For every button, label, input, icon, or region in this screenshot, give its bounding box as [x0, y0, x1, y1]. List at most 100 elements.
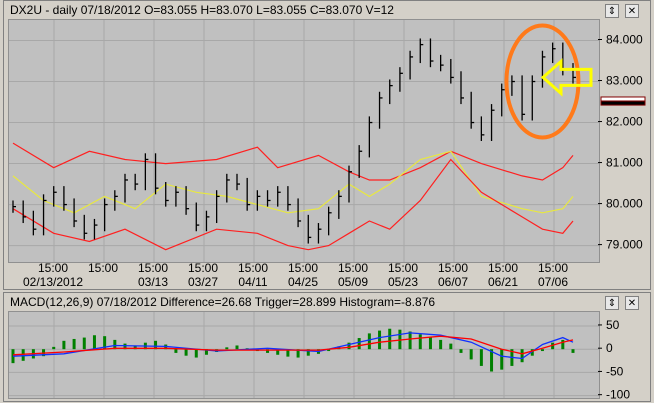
histogram-bar	[133, 345, 137, 350]
histogram-bar	[62, 340, 66, 350]
y-tick-label: 81.000	[606, 156, 643, 170]
histogram-bar	[306, 349, 310, 356]
x-tick-time: 15:00	[238, 261, 268, 275]
histogram-bar	[204, 349, 208, 355]
histogram-bar	[286, 349, 290, 357]
macd-chart	[9, 312, 599, 398]
histogram-bar	[490, 349, 494, 372]
macd-maximize-button[interactable]: ⇕	[605, 296, 619, 310]
histogram-bar	[357, 338, 361, 350]
x-tick-time: 15:00	[88, 261, 118, 275]
histogram-bar	[388, 328, 392, 350]
histogram-bar	[571, 349, 575, 353]
y-tick-label: 82.000	[606, 115, 643, 129]
value-marker	[600, 100, 646, 106]
macd-y-tick-label: 0	[606, 341, 613, 355]
value-marker	[600, 96, 646, 102]
macd-panel: MACD(12,26,9) 07/18/2012 Difference=26.6…	[3, 292, 651, 402]
histogram-bar	[194, 349, 198, 358]
x-tick-time: 15:00	[388, 261, 418, 275]
histogram-bar	[123, 343, 127, 350]
histogram-bar	[184, 349, 188, 356]
histogram-bar	[103, 336, 107, 350]
x-tick-date: 03/13	[138, 275, 168, 289]
x-tick-time: 15:00	[488, 261, 518, 275]
histogram-bar	[174, 349, 178, 353]
histogram-bar	[500, 349, 504, 370]
series-line-trigger	[12, 335, 574, 356]
histogram-bar	[72, 338, 76, 350]
annotation-arrow	[540, 58, 593, 97]
histogram-bar	[327, 349, 331, 352]
histogram-bar	[21, 349, 25, 361]
macd-y-axis: 50 0 -50 -100	[598, 318, 630, 401]
histogram-bar	[235, 345, 239, 350]
series-line-upper	[12, 142, 574, 181]
x-tick-time: 15:00	[288, 261, 318, 275]
histogram-bar	[266, 349, 270, 353]
x-tick-time: 15:00	[338, 261, 368, 275]
close-button[interactable]: ✕	[625, 4, 639, 18]
price-chart	[9, 20, 599, 262]
macd-y-tick-label: -50	[606, 364, 624, 378]
x-tick-date: 05/23	[388, 275, 418, 289]
price-plot-area	[8, 19, 600, 263]
x-tick-time: 15:00	[538, 261, 568, 275]
y-tick-label: 83.000	[606, 74, 643, 88]
histogram-bar	[439, 339, 443, 350]
y-tick-label: 79.000	[606, 238, 643, 252]
histogram-bar	[82, 337, 86, 350]
series-line-difference	[12, 332, 574, 360]
histogram-bar	[459, 349, 463, 353]
maximize-button[interactable]: ⇕	[605, 4, 619, 18]
series-line-middle	[12, 150, 574, 214]
price-panel: DX2U - daily 07/18/2012 O=83.055 H=83.07…	[3, 0, 651, 290]
price-panel-title: DX2U - daily 07/18/2012 O=83.055 H=83.07…	[10, 3, 394, 17]
histogram-bar	[92, 335, 96, 350]
x-tick-time: 15:00	[38, 261, 68, 275]
histogram-bar	[479, 349, 483, 366]
histogram-bar	[347, 342, 351, 350]
histogram-bar	[469, 349, 473, 360]
x-tick-date: 06/21	[488, 275, 518, 289]
histogram-bar	[225, 347, 229, 350]
y-tick-label: 80.000	[606, 197, 643, 211]
histogram-bar	[561, 339, 565, 350]
macd-y-tick-label: 50	[606, 318, 620, 332]
y-tick-label: 84.000	[606, 33, 643, 47]
histogram-bar	[245, 348, 249, 350]
x-tick-date: 05/09	[338, 275, 368, 289]
histogram-bar	[551, 342, 555, 350]
x-tick-date: 04/25	[288, 275, 318, 289]
macd-plot-area	[8, 311, 600, 399]
x-tick-date: 04/11	[238, 275, 267, 289]
histogram-bar	[367, 333, 371, 350]
histogram-bar	[520, 349, 524, 363]
x-tick-time: 15:00	[138, 261, 168, 275]
series-line-lower	[12, 158, 574, 251]
macd-close-button[interactable]: ✕	[625, 296, 639, 310]
histogram-bar	[378, 330, 382, 350]
x-tick-date: 07/06	[538, 275, 568, 289]
x-tick-date: 03/27	[188, 275, 218, 289]
x-tick-date: 02/13/2012	[23, 275, 83, 289]
x-tick-time: 15:00	[188, 261, 218, 275]
macd-panel-title: MACD(12,26,9) 07/18/2012 Difference=26.6…	[10, 295, 436, 309]
annotation-circle	[504, 23, 581, 140]
histogram-bar	[113, 339, 117, 350]
histogram-bar	[276, 349, 280, 355]
x-tick-date: 06/07	[438, 275, 468, 289]
histogram-bar	[428, 337, 432, 350]
histogram-bar	[52, 346, 56, 350]
histogram-bar	[296, 349, 300, 358]
price-y-axis: 84.000 83.000 82.000 81.000 80.000 79.000	[598, 33, 646, 252]
histogram-bar	[540, 349, 544, 352]
histogram-bar	[408, 331, 412, 350]
x-tick-time: 15:00	[438, 261, 468, 275]
histogram-bar	[418, 334, 422, 350]
histogram-bar	[530, 349, 534, 356]
histogram-bar	[154, 340, 158, 350]
histogram-bar	[449, 343, 453, 350]
